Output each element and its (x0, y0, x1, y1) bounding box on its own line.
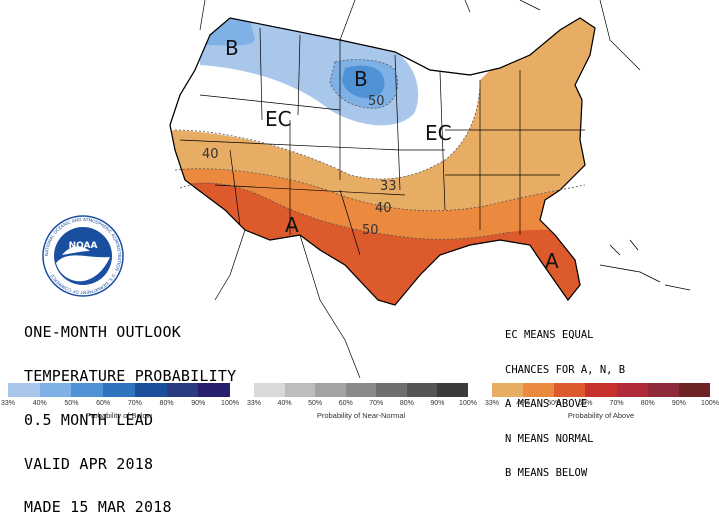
legend-tick-label: 60% (578, 400, 593, 407)
caribbean-islands (599, 239, 691, 291)
key-line-3: A MEANS ABOVE (505, 398, 588, 410)
legend-swatch (134, 383, 167, 397)
legend-swatch (198, 383, 231, 397)
legend-tick-label: 90% (191, 400, 206, 407)
label-ec-west: EC (265, 107, 292, 131)
legend-swatch (284, 383, 316, 397)
legend-swatch (585, 383, 617, 397)
contour-lines (174, 59, 586, 240)
label-below-ndak: B (354, 67, 368, 91)
title-line-4: VALID APR 2018 (24, 454, 154, 473)
legend-tick-label: 90% (430, 400, 445, 407)
label-above-fl: A (545, 249, 559, 273)
legend-swatch (345, 383, 377, 397)
legend-near-normal-swatches (254, 383, 469, 397)
legend-tick-label: 33% (246, 400, 262, 407)
contour-label-40-west: 40 (202, 147, 219, 162)
legend-tick-label: 60% (338, 400, 353, 407)
legend-near-normal-ticks: 33% 40% 50% 60% 70% 80% 90% 100% (247, 400, 477, 410)
legend-above-ticks: 33% 40% 50% 60% 70% 80% 90% 100% (485, 400, 719, 410)
legend-swatch (376, 383, 407, 397)
noaa-logo: NOAA NATIONAL OCEANIC AND ATMOSPHERIC AD… (42, 215, 124, 297)
legend-tick-label: 40% (516, 400, 531, 407)
label-below-nw: B (225, 36, 239, 60)
legend-below: 33% 40% 50% 60% 70% 80% 90% 100% Probability of… (1, 383, 239, 422)
border-lines (199, 0, 641, 378)
contour-label-40-central: 40 (375, 201, 392, 216)
legend-swatch (492, 383, 524, 397)
key-line-2: CHANCES FOR A, N, B (505, 363, 626, 376)
below-50-ndak (342, 65, 385, 99)
legend-above: 33% 40% 50% 60% 70% 80% 90% 100% Probability of… (485, 383, 719, 422)
legend-tick-label: 70% (127, 400, 142, 407)
legend-below-ticks: 33% 40% 50% 60% 70% 80% 90% 100% (1, 400, 239, 410)
legend-swatch (437, 383, 469, 397)
legend-swatch (315, 383, 346, 397)
label-above-sw: A (285, 213, 299, 237)
legend-tick-label: 40% (32, 400, 47, 407)
legend-near-normal: 33% 40% 50% 60% 70% 80% 90% 100% Probability of… (247, 383, 477, 422)
legend-tick-label: 50% (308, 400, 323, 407)
legend-tick-label: 100% (701, 400, 719, 407)
noaa-logo-text: NOAA (69, 241, 98, 251)
legend-below-caption: Probability of Below (86, 411, 152, 420)
legend-tick-label: 80% (159, 400, 174, 407)
legend-below-swatches (8, 383, 231, 397)
legend-swatch (71, 383, 104, 397)
legend-above-swatches (492, 383, 710, 397)
legend-tick-label: 80% (399, 400, 414, 407)
title-line-2: TEMPERATURE PROBABILITY (24, 366, 237, 385)
legend-swatch (554, 383, 586, 397)
state-lines (179, 27, 585, 256)
contour-label-33: 33 (380, 179, 397, 194)
legend-swatch (523, 383, 555, 397)
legend-tick-label: 80% (640, 400, 655, 407)
legend-swatch (166, 383, 199, 397)
legend-tick-label: 50% (64, 400, 79, 407)
legend-tick-label: 33% (484, 400, 500, 407)
contour-label-50-north: 50 (368, 94, 385, 109)
legend-swatch (39, 383, 72, 397)
outlook-map: B B EC EC A A 50 40 33 40 50 (169, 0, 691, 378)
legend-tick-label: 90% (671, 400, 686, 407)
legend-swatch (678, 383, 710, 397)
legend-swatch (254, 383, 285, 397)
legend-swatch (103, 383, 135, 397)
legend-near-normal-caption: Probability of Near-Normal (316, 411, 406, 420)
legend-swatch (616, 383, 648, 397)
legend-tick-label: 60% (96, 400, 111, 407)
label-ec-east: EC (425, 121, 452, 145)
key-line-4: N MEANS NORMAL (505, 432, 594, 445)
us-outline (169, 17, 596, 306)
legend-tick-label: 40% (277, 400, 292, 407)
legend-swatch (406, 383, 438, 397)
key-line-1: EC MEANS EQUAL (505, 329, 594, 341)
legend-tick-label: 33% (0, 400, 16, 407)
legend-tick-label: 50% (547, 400, 562, 407)
title-line-1: ONE-MONTH OUTLOOK (24, 323, 181, 342)
key-line-5: B MEANS BELOW (505, 467, 588, 479)
contour-label-50-south: 50 (362, 223, 379, 238)
title-line-5: MADE 15 MAR 2018 (24, 498, 172, 517)
legend-swatch (647, 383, 679, 397)
legend-tick-label: 70% (369, 400, 384, 407)
legend-tick-label: 100% (459, 400, 477, 407)
legend-swatch (8, 383, 40, 397)
legend-tick-label: 70% (609, 400, 624, 407)
legend-above-caption: Probability of Above (567, 411, 635, 420)
legend-tick-label: 100% (221, 400, 239, 407)
